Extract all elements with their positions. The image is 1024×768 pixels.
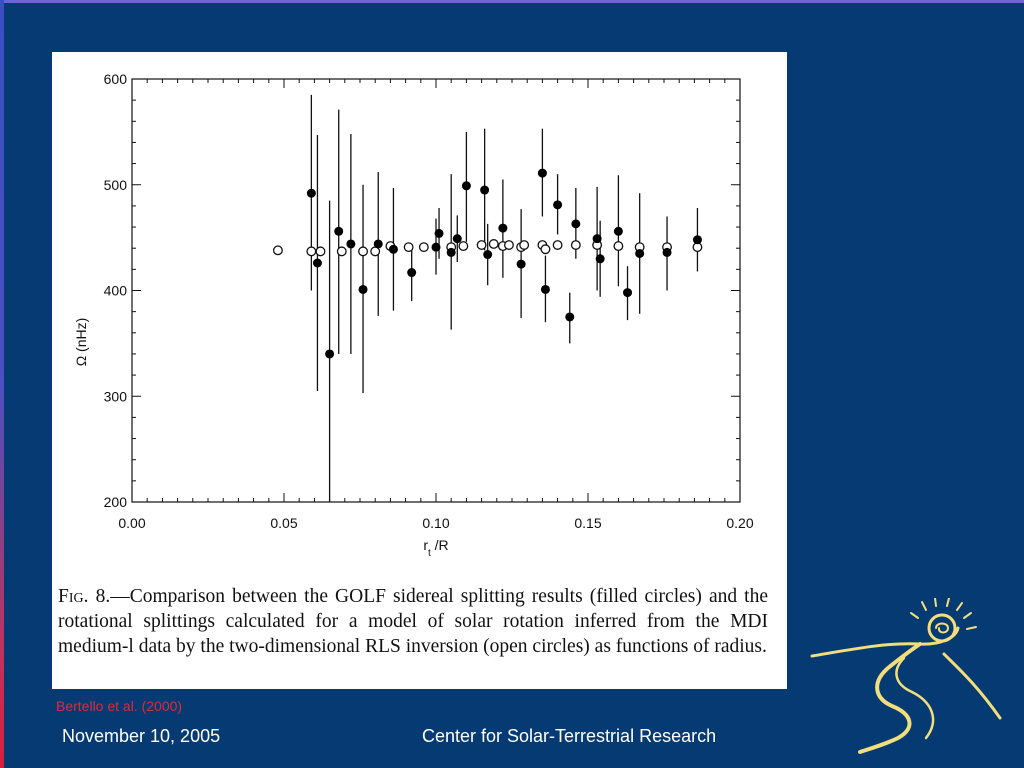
x-tick-label: 0.00 [118,515,145,531]
filled-data-point [516,259,526,269]
footer-center-name: Center for Solar-Terrestrial Research [422,726,717,746]
open-data-point [358,246,368,257]
plot-frame [131,78,741,503]
caption-line-1: —Comparison between the GOLF sidereal sp… [110,586,583,607]
y-tick-label: 400 [104,283,128,299]
y-tick-label: 300 [104,388,128,404]
open-circle-points [272,239,703,257]
open-data-point [336,246,347,257]
x-tick-label: 0.05 [270,515,297,531]
filled-data-point [407,268,417,278]
scatter-plot: 200 300 400 500 600 0.00 0.05 0.10 0.15 0.20 Ω (n… [73,71,754,559]
open-data-point [519,240,530,250]
filled-data-point [692,235,702,245]
filled-data-point [312,258,322,268]
filled-data-point [334,226,344,236]
left-accent-edge [0,0,4,768]
filled-data-point [595,254,605,264]
filled-data-point [565,312,575,322]
caption-line-4: RLS inversion (open circles) as function… [365,636,767,657]
y-tick-label: 500 [104,177,128,193]
error-bars [310,94,699,502]
filled-data-point [446,247,456,257]
filled-data-point [358,284,368,294]
filled-circle-points [306,168,702,359]
top-accent-bar [0,0,1024,3]
filled-data-point [553,200,563,210]
filled-data-point [431,242,441,252]
open-data-point [613,241,624,252]
open-data-point [306,246,317,257]
caption-line-2: (filled circles) and the rotational spli… [58,586,768,632]
filled-data-point [452,234,462,244]
footer-date: November 10, 2005 [62,726,221,746]
filled-data-point [388,244,398,254]
open-data-point [504,240,514,250]
filled-data-point [540,284,550,294]
open-data-point [476,240,487,250]
filled-data-point [434,228,444,238]
filled-data-point [537,168,547,178]
filled-data-point [373,239,383,249]
figure-panel: 200 300 400 500 600 0.00 0.05 0.10 0.15 0.20 Ω (n… [52,52,787,689]
filled-data-point [635,248,645,258]
y-tick-label: 600 [104,71,128,87]
filled-data-point [571,219,581,229]
filled-data-point [346,239,356,249]
open-data-point [488,239,499,249]
citation: Bertello et al. (2000) [56,698,183,714]
filled-data-point [325,349,335,359]
y-axis-label: Ω (nHz) [73,318,89,367]
caption-fig-label: Fig. 8. [58,586,111,607]
filled-data-point [498,223,508,233]
filled-data-point [461,181,471,191]
sun-logo-icon [810,598,1002,754]
x-axis-label: rt /R [423,537,448,559]
plot-axes: 200 300 400 500 600 0.00 0.05 0.10 0.15 0.20 [104,71,754,531]
y-tick-label: 200 [104,494,128,510]
x-tick-label: 0.10 [422,515,449,531]
filled-data-point [483,250,493,260]
open-data-point [570,240,581,250]
open-data-point [315,246,326,257]
open-data-point [272,245,283,256]
figure-caption: Fig. 8.—Comparison between the GOLF side… [58,584,768,659]
open-data-point [458,241,469,252]
filled-data-point [306,188,316,198]
filled-data-point [662,247,672,257]
x-tick-label: 0.15 [574,515,601,531]
open-data-point [540,244,551,255]
caption-line-3: rotation inferred from the MDI medium-l … [58,611,768,657]
filled-data-point [613,226,623,236]
filled-data-point [623,288,633,298]
filled-data-point [592,234,602,244]
x-tick-label: 0.20 [726,515,753,531]
open-data-point [403,242,414,253]
filled-data-point [480,185,490,195]
open-data-point [418,242,429,253]
open-data-point [552,240,563,250]
